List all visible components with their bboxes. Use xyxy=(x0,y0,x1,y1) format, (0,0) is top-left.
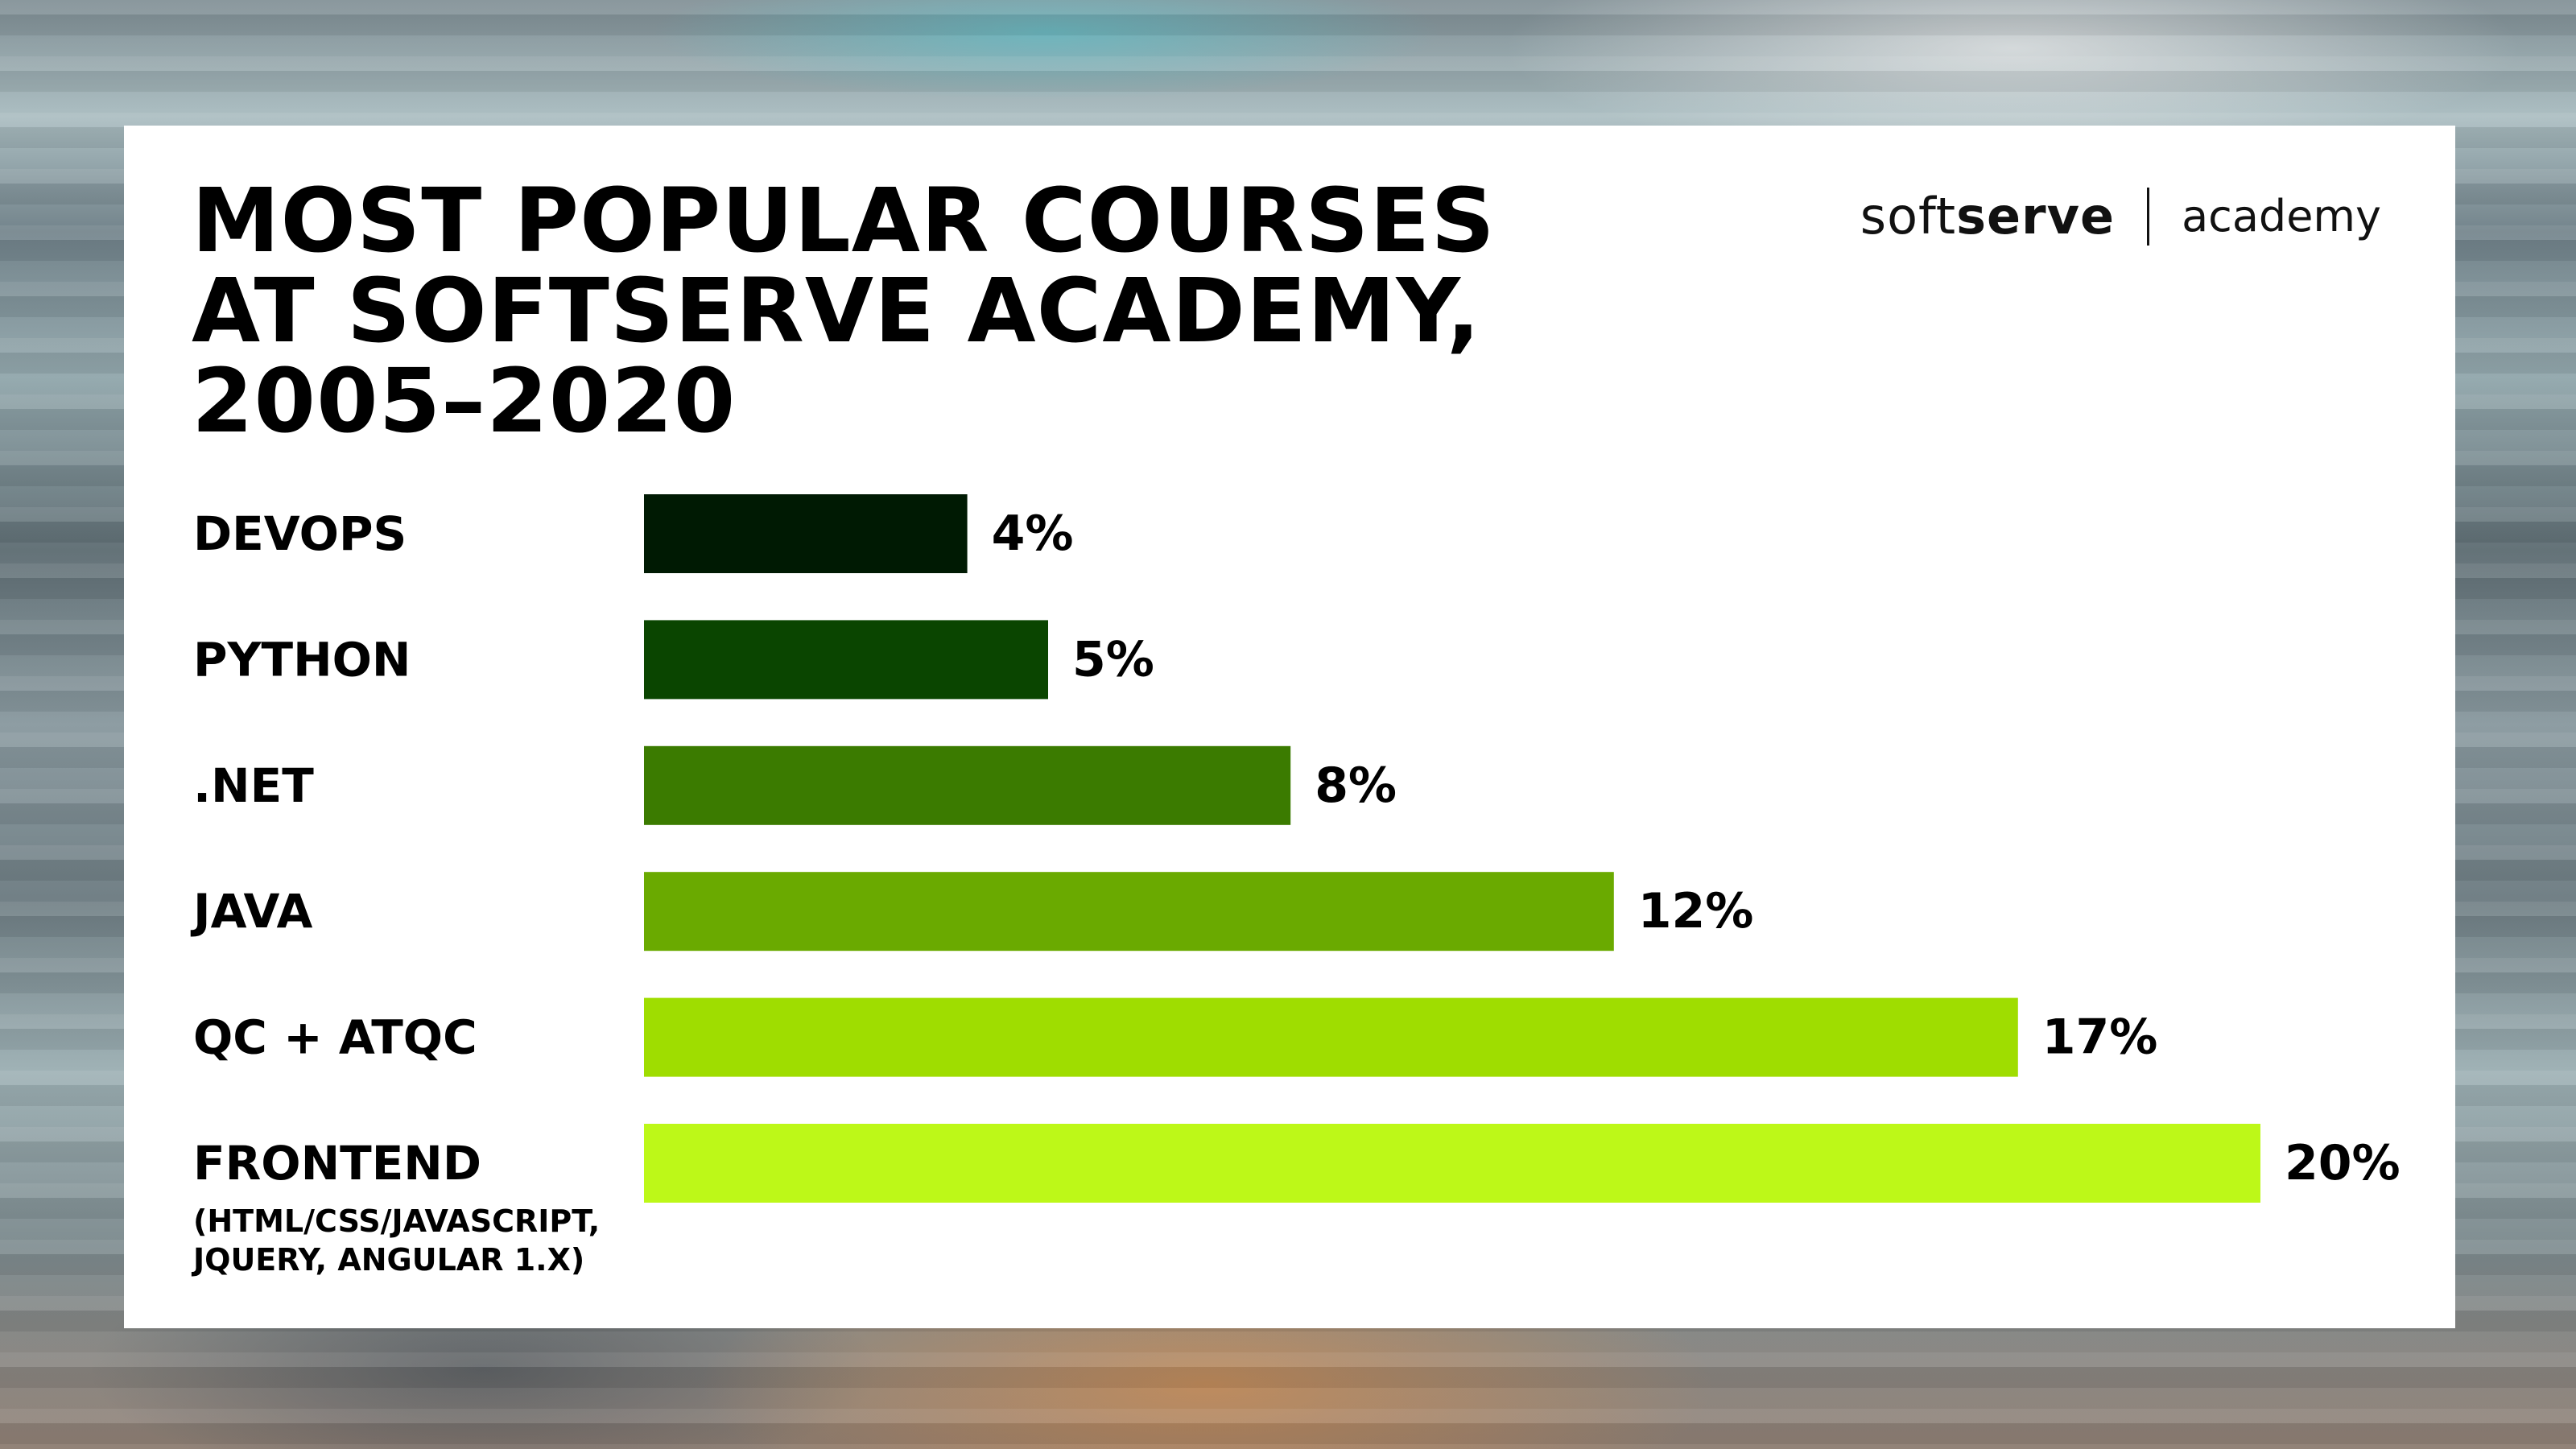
bar-0 xyxy=(644,494,968,573)
bar-5 xyxy=(644,1124,2260,1203)
bar-4 xyxy=(644,997,2018,1077)
chart-title-line-2: AT SOFTSERVE ACADEMY, xyxy=(192,259,1481,362)
category-label-2: .NET xyxy=(193,758,314,813)
bar-chart: DEVOPS 4% PYTHON 5% .NET 8% JAVA 12% QC + ATQC 17… xyxy=(190,494,2401,1278)
value-label-4: 17% xyxy=(2042,1009,2158,1066)
bar-2 xyxy=(644,745,1291,825)
softserve-academy-logo: soft serve academy xyxy=(1860,187,2381,246)
category-label-5: FRONTEND xyxy=(193,1136,481,1191)
logo-academy-text: academy xyxy=(2182,191,2381,242)
chart-card: MOST POPULAR COURSES AT SOFTSERVE ACADEM… xyxy=(124,126,2455,1328)
value-label-1: 5% xyxy=(1072,631,1154,687)
value-label-2: 8% xyxy=(1315,758,1397,814)
logo-divider xyxy=(2147,187,2150,246)
category-sublabel-5-1: JQUERY, ANGULAR 1.X) xyxy=(191,1242,584,1278)
category-label-0: DEVOPS xyxy=(193,506,407,561)
chart-title-line-1: MOST POPULAR COURSES xyxy=(192,169,1496,272)
logo-serve-text: serve xyxy=(1956,187,2116,246)
category-label-3: JAVA xyxy=(190,884,312,939)
chart-title-line-3: 2005–2020 xyxy=(192,349,737,452)
category-label-4: QC + ATQC xyxy=(193,1010,477,1065)
value-label-0: 4% xyxy=(992,506,1074,562)
chart-title: MOST POPULAR COURSES AT SOFTSERVE ACADEM… xyxy=(192,175,1721,446)
logo-soft-text: soft xyxy=(1860,187,1957,246)
bar-1 xyxy=(644,620,1048,700)
bar-3 xyxy=(644,872,1614,952)
category-sublabel-5-0: (HTML/CSS/JAVASCRIPT, xyxy=(193,1203,600,1239)
value-label-5: 20% xyxy=(2285,1135,2401,1191)
value-label-3: 12% xyxy=(1638,883,1754,939)
category-label-1: PYTHON xyxy=(193,632,411,687)
